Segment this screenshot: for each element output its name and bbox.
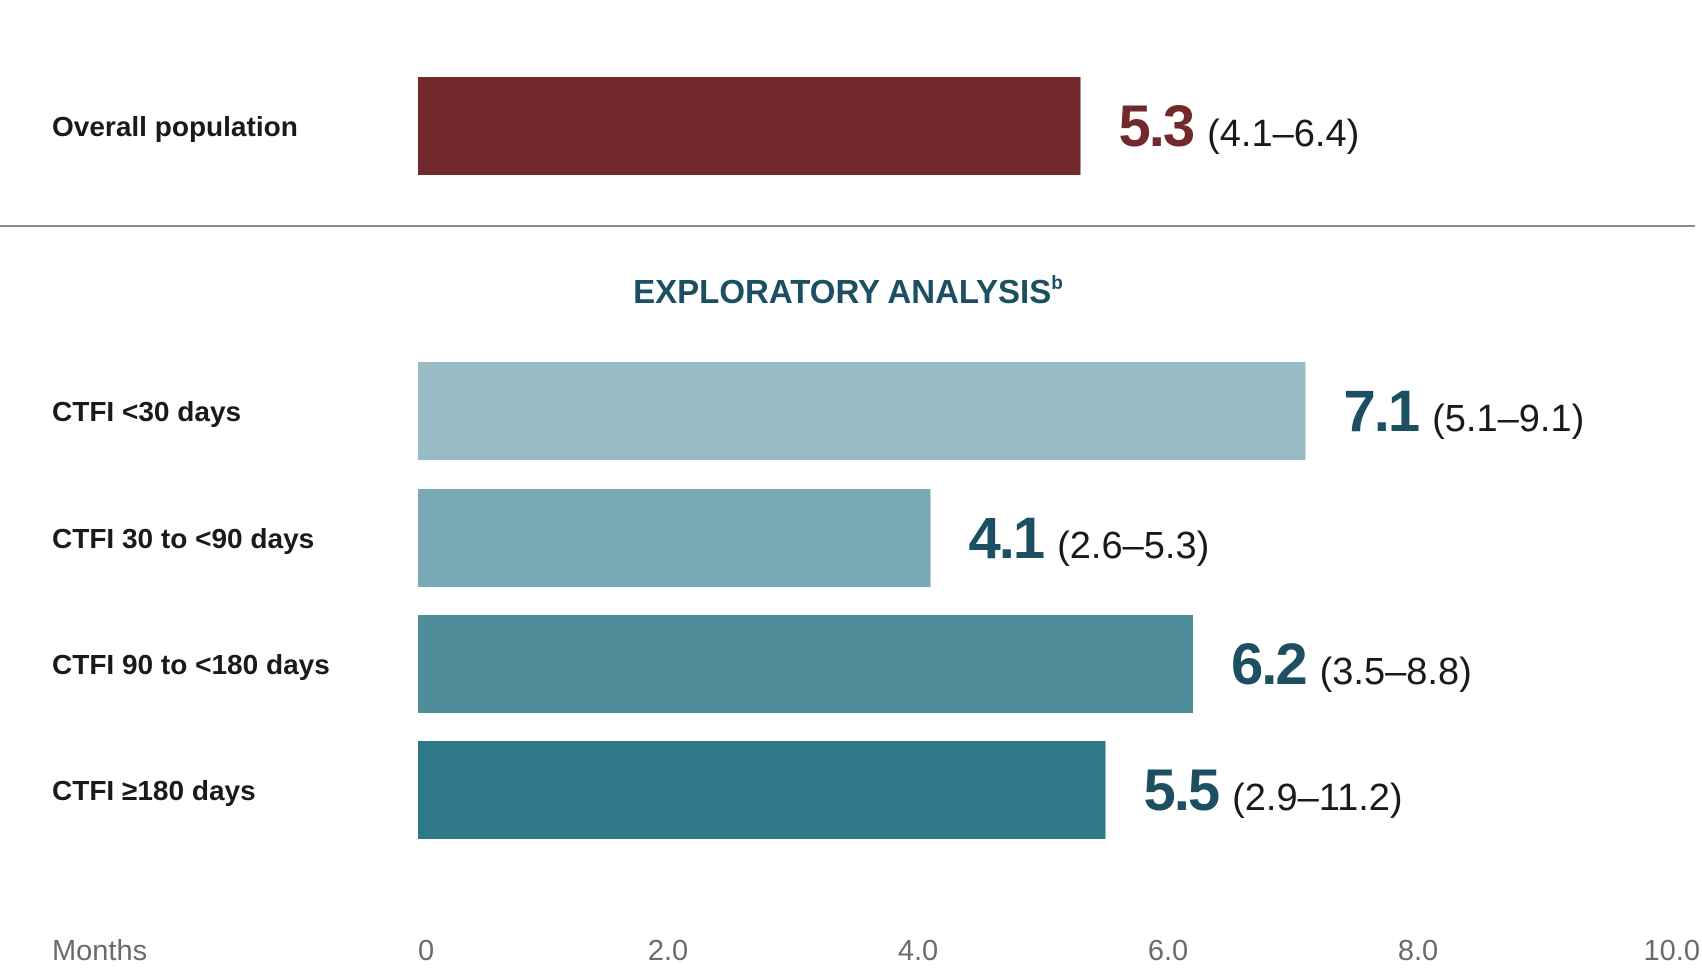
value-label: 5.5 (2.9–11.2) (1144, 758, 1403, 823)
x-tick-label: 2.0 (648, 935, 688, 967)
category-label: CTFI <30 days (52, 396, 241, 427)
x-tick-label: 10.0 (1644, 935, 1700, 967)
median-value: 6.2 (1231, 632, 1306, 697)
section-title-superscript: b (1051, 273, 1063, 294)
bar (418, 362, 1306, 460)
value-label: 6.2 (3.5–8.8) (1231, 632, 1472, 697)
confidence-interval: (5.1–9.1) (1432, 398, 1584, 440)
median-value: 5.5 (1144, 758, 1219, 823)
x-axis-title: Months (52, 935, 147, 967)
confidence-interval: (4.1–6.4) (1207, 113, 1359, 155)
x-tick-label: 6.0 (1148, 935, 1188, 967)
x-tick-label: 4.0 (898, 935, 938, 967)
exploratory-section-title: EXPLORATORY ANALYSISb (633, 273, 1063, 310)
bar (418, 77, 1081, 175)
overall-population-group: Overall population 5.3 (4.1–6.4) (52, 77, 1359, 175)
x-tick-label: 8.0 (1398, 935, 1438, 967)
median-value: 7.1 (1344, 379, 1419, 444)
confidence-interval: (2.9–11.2) (1232, 777, 1402, 819)
x-axis: Months 0 2.0 4.0 6.0 8.0 10.0 (52, 935, 1700, 967)
x-tick-label: 0 (418, 935, 434, 967)
confidence-interval: (2.6–5.3) (1057, 525, 1209, 567)
bar (418, 489, 931, 587)
bar (418, 615, 1193, 713)
category-label: CTFI ≥180 days (52, 775, 256, 806)
category-label: CTFI 30 to <90 days (52, 523, 314, 554)
exploratory-bars-group: CTFI <30 days 7.1 (5.1–9.1) CTFI 30 to <90 … (52, 362, 1584, 839)
value-label: 7.1 (5.1–9.1) (1344, 379, 1585, 444)
bar (418, 741, 1106, 839)
median-value: 5.3 (1119, 94, 1194, 159)
confidence-interval: (3.5–8.8) (1320, 651, 1472, 693)
category-label: Overall population (52, 111, 298, 142)
category-label: CTFI 90 to <180 days (52, 649, 330, 680)
section-title-text: EXPLORATORY ANALYSIS (633, 273, 1051, 310)
median-value: 4.1 (969, 506, 1044, 571)
value-label: 4.1 (2.6–5.3) (969, 506, 1210, 571)
value-label: 5.3 (4.1–6.4) (1119, 94, 1360, 159)
